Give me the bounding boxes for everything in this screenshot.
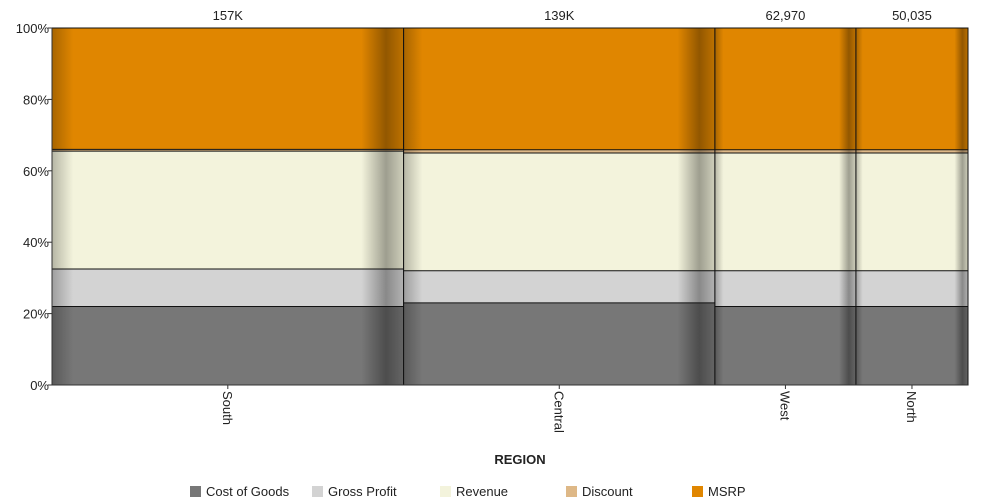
bar-segment-north-msrp (855, 28, 968, 150)
bar-segment-south-cost-of-goods (52, 306, 404, 385)
bar-segment-north-revenue (855, 152, 968, 271)
bar-segment-central-gross-profit (403, 270, 715, 303)
legend-item-msrp: MSRP (692, 483, 746, 499)
legend-label: Discount (582, 483, 633, 499)
bar-segment-west-cost-of-goods (714, 306, 856, 385)
legend-label: MSRP (708, 483, 746, 499)
bar-segment-west-msrp (714, 28, 856, 150)
bar-segment-south-revenue (52, 151, 404, 269)
legend-label: Revenue (456, 483, 509, 499)
bar-segment-west-revenue (714, 152, 856, 271)
legend-item-cost-of-goods: Cost of Goods (190, 483, 290, 499)
x-axis-title: REGION (494, 452, 545, 467)
bar-segment-west-discount (714, 149, 856, 153)
legend-swatch (692, 485, 703, 497)
chart-legend: Cost of Goods Gross Profit Revenue Discount… (0, 481, 986, 501)
axes-layer (48, 27, 968, 389)
bar-segment-north-discount (855, 149, 968, 153)
y-tick-label: 0% (30, 378, 49, 393)
labels-layer: 157K South 139K Central 62,970 West 50,035 Nort… (16, 8, 932, 433)
bar-segment-south-discount (52, 149, 404, 152)
bar-segment-central-revenue (403, 152, 715, 271)
bar-segment-south-gross-profit (52, 268, 404, 307)
x-tick-label: South (220, 391, 235, 425)
legend-label: Cost of Goods (206, 483, 290, 499)
y-tick-label: 20% (23, 307, 49, 322)
bar-total-label: 62,970 (766, 8, 806, 23)
bar-segment-south-msrp (52, 28, 404, 150)
bar-total-label: 50,035 (892, 8, 932, 23)
bar-total-label: 157K (213, 8, 244, 23)
bar-segment-north-cost-of-goods (855, 306, 968, 385)
bar-segment-west-gross-profit (714, 270, 856, 307)
y-tick-label: 60% (23, 164, 49, 179)
stacked-percent-bar-chart: 157K South 139K Central 62,970 West 50,035 Nort… (16, 8, 969, 467)
legend-item-gross-profit: Gross Profit (312, 483, 397, 499)
y-tick-label: 80% (23, 92, 49, 107)
bar-segment-central-msrp (403, 28, 715, 150)
legend-swatch (566, 485, 577, 497)
bar-total-label: 139K (544, 8, 575, 23)
bars-layer (51, 27, 969, 386)
x-tick-label: North (904, 391, 919, 423)
x-tick-label: West (777, 391, 792, 421)
bar-segment-north-gross-profit (855, 270, 968, 307)
y-tick-label: 100% (16, 21, 50, 36)
legend-swatch (190, 485, 201, 497)
bar-segment-central-cost-of-goods (403, 302, 715, 385)
bar-segment-central-discount (403, 149, 715, 153)
y-tick-label: 40% (23, 235, 49, 250)
legend-item-discount: Discount (566, 483, 633, 499)
legend-swatch (440, 485, 451, 497)
x-tick-label: Central (551, 391, 566, 433)
legend-item-revenue: Revenue (440, 483, 509, 499)
legend-label: Gross Profit (328, 483, 397, 499)
legend-swatch (312, 485, 323, 497)
